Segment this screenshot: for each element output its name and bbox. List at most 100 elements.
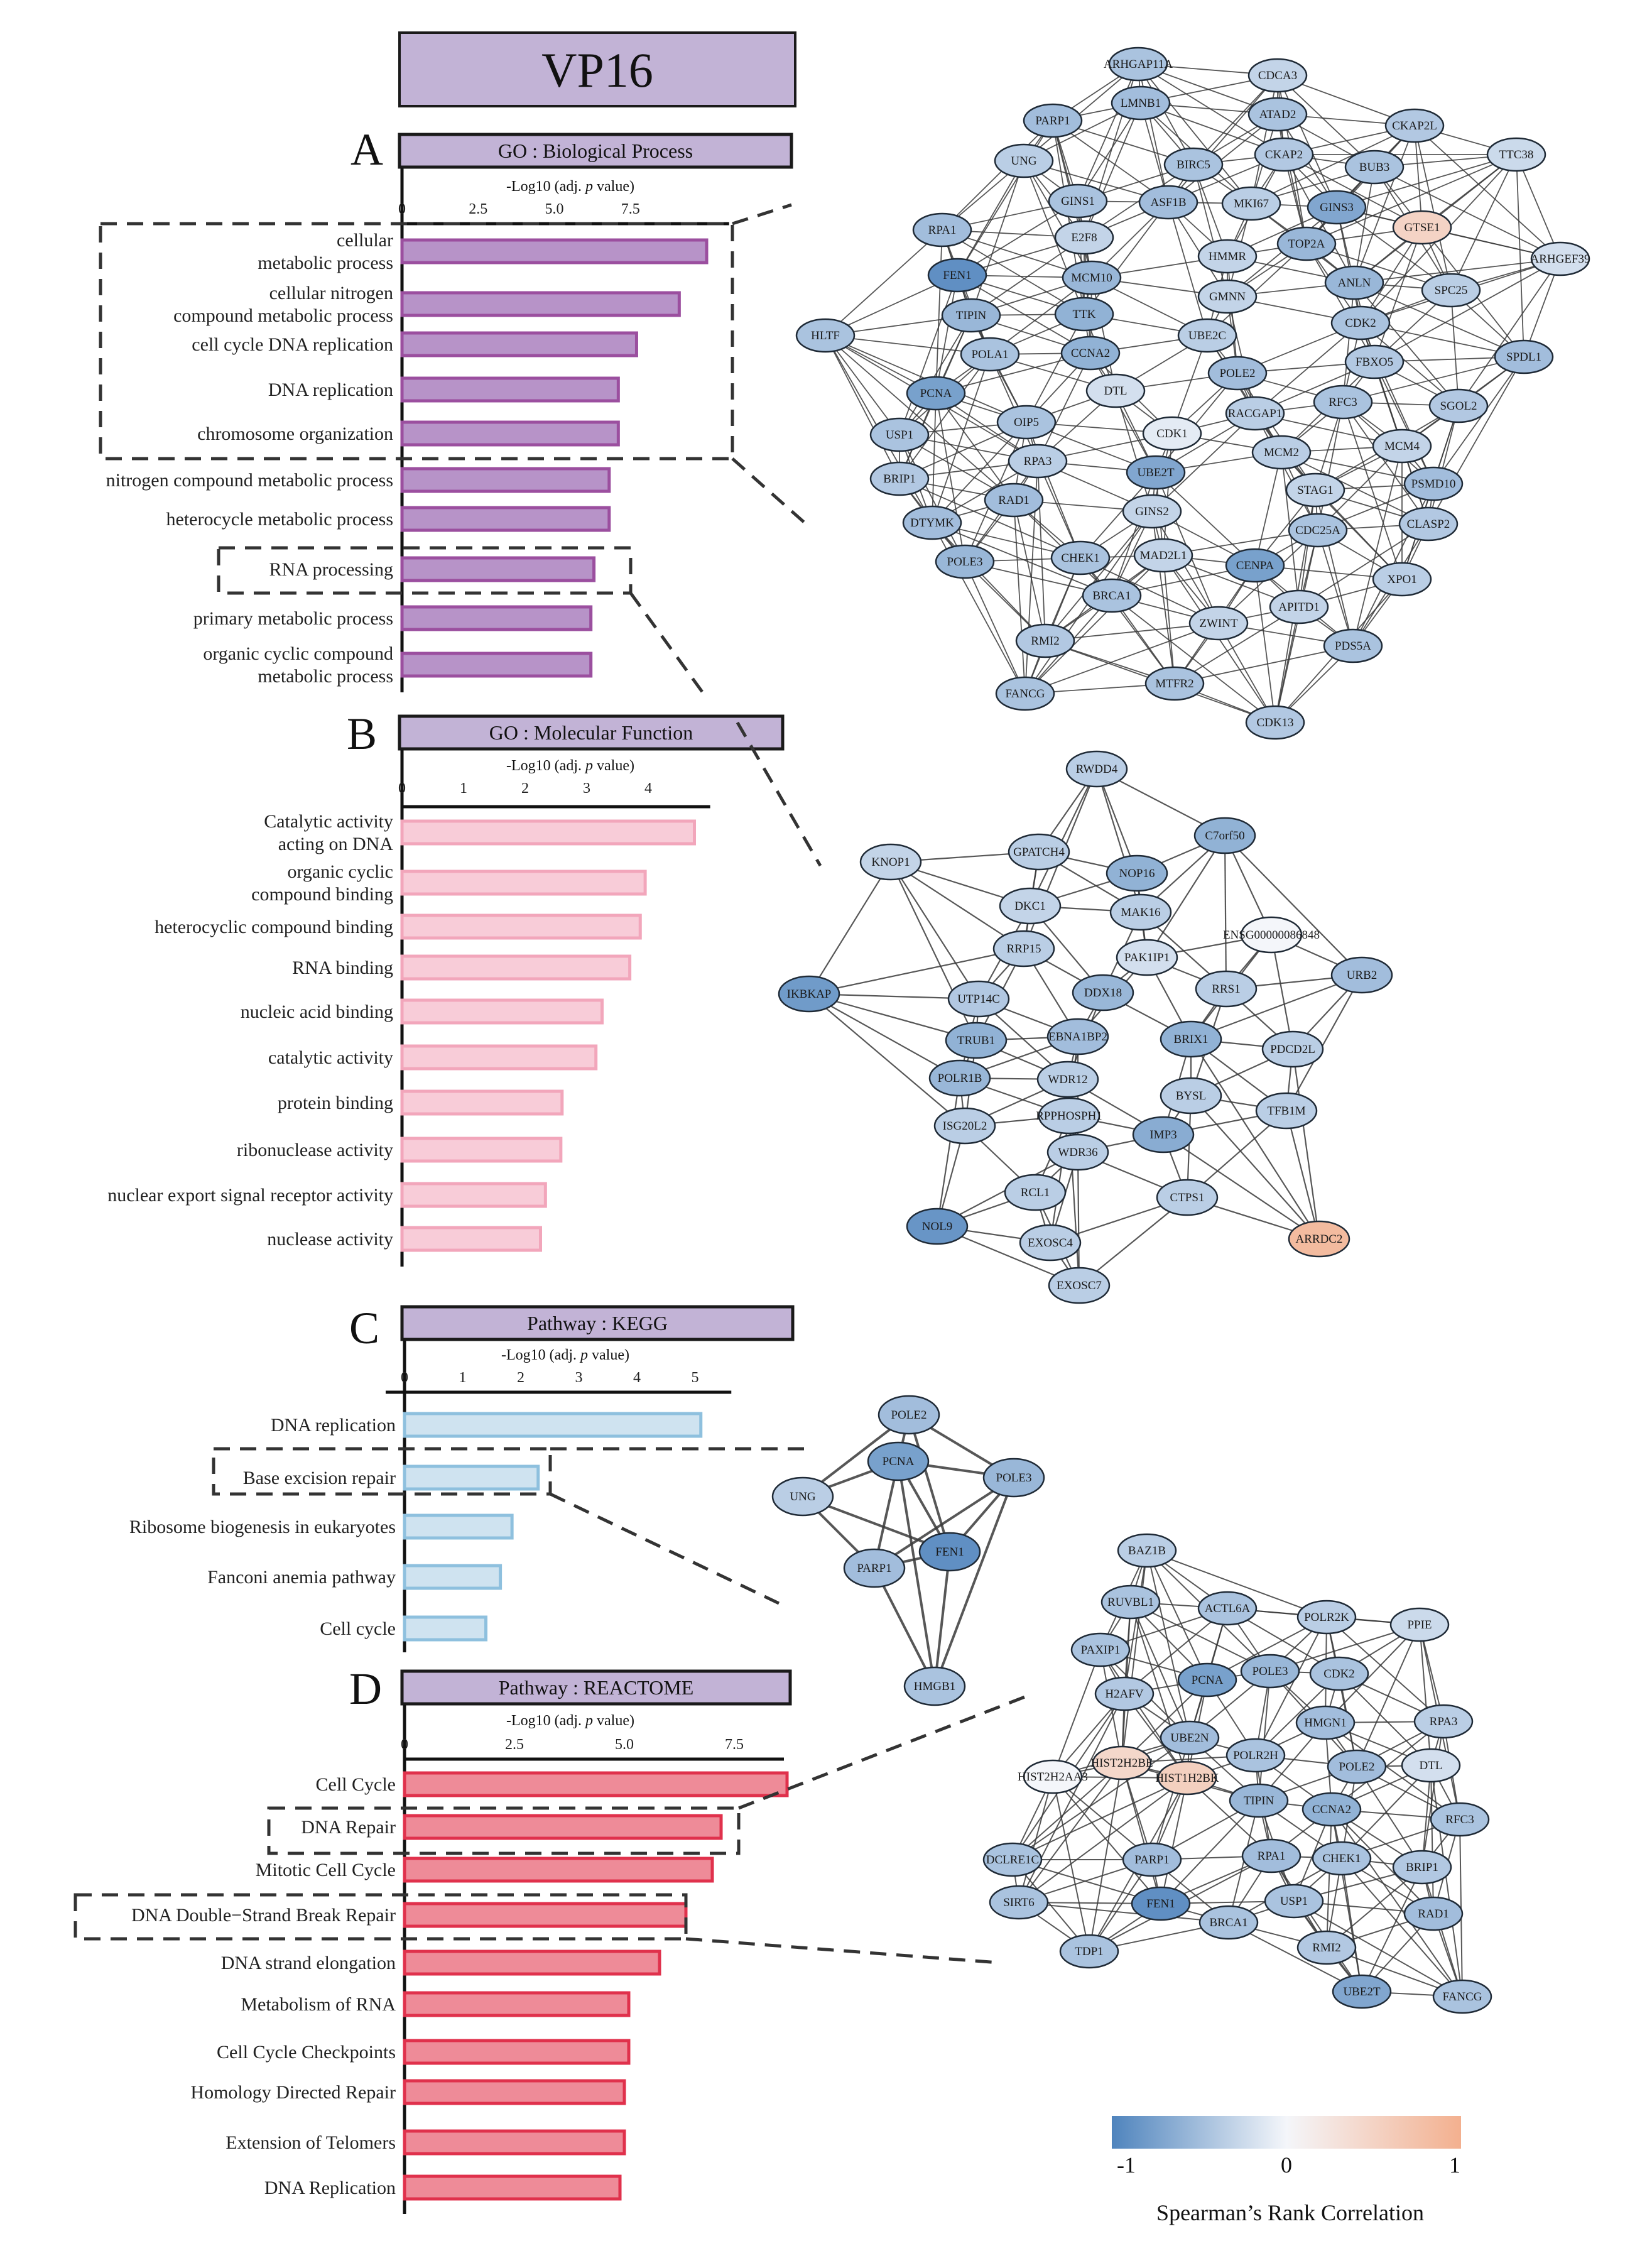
network-node: POLR2H <box>1225 1738 1286 1773</box>
network-node: PAK1IP1 <box>1116 939 1178 976</box>
network-node: PARP1 <box>1122 1842 1182 1877</box>
network-node-label: USP1 <box>1280 1895 1308 1908</box>
network-node-label: RRS1 <box>1212 983 1240 996</box>
network-node: RMI2 <box>1015 623 1075 658</box>
network-node-label: OIP5 <box>1014 416 1039 429</box>
network-edge <box>1254 322 1361 414</box>
network-edge <box>1155 373 1238 473</box>
network-node: MCM2 <box>1251 435 1312 470</box>
network-edge <box>808 993 965 1126</box>
network-edge <box>1298 489 1316 608</box>
network-node-label: FEN1 <box>935 1546 964 1559</box>
network-node: MCM4 <box>1372 428 1432 464</box>
panel-letter-c: C <box>349 1303 379 1353</box>
network-node-ellipse <box>1254 137 1314 172</box>
network-node-ellipse <box>1193 817 1256 854</box>
network-node-ellipse <box>1133 538 1193 573</box>
callout-box-dsb-repair <box>73 1893 688 1941</box>
network-node: GPATCH4 <box>1008 833 1070 871</box>
network-node-label: GPATCH4 <box>1013 846 1065 859</box>
network-node: GMNN <box>1197 279 1258 314</box>
network-edge <box>957 275 1091 354</box>
network-node-label: CKAP2 <box>1265 148 1303 161</box>
network-node-label: POLE2 <box>1339 1760 1375 1774</box>
network-node-ellipse <box>1023 103 1083 138</box>
category-label: Base excision repair <box>243 1468 396 1488</box>
network-edge <box>1190 1095 1320 1240</box>
network-node-ellipse <box>1197 279 1258 314</box>
network-node: MTFR2 <box>1144 666 1205 701</box>
network-node-ellipse <box>1413 1704 1474 1739</box>
network-node-ellipse <box>1046 1018 1109 1055</box>
network-node-ellipse <box>1054 297 1114 332</box>
network-node: RPA3 <box>1008 444 1068 479</box>
connector <box>629 592 705 695</box>
network-edge <box>935 229 943 394</box>
network-edge <box>1024 623 1219 694</box>
network-node-label: FANCG <box>1443 1990 1482 2004</box>
network-node-label: PCNA <box>1192 1674 1224 1687</box>
network-edge <box>1237 373 1316 491</box>
network-node-ellipse <box>906 376 966 411</box>
network-node: HIST2H2AA3 <box>1018 1759 1088 1794</box>
network-node: MAK16 <box>1109 893 1172 931</box>
network-node-label: PPIE <box>1407 1618 1432 1632</box>
legend-mid-label: 0 <box>1281 2152 1292 2178</box>
network-node: HIST1H2BK <box>1155 1760 1219 1796</box>
network-node-ellipse <box>1225 396 1285 431</box>
network-node-label: TFB1M <box>1267 1104 1305 1118</box>
network-edge <box>1271 1855 1362 1992</box>
network-edge <box>1138 63 1169 203</box>
legend-title: Spearman’s Rank Correlation <box>1156 2200 1424 2225</box>
network-edge <box>1419 1624 1432 1766</box>
network-node: RPA1 <box>912 212 972 248</box>
network-edge <box>932 354 991 523</box>
network-node: CENPA <box>1225 548 1285 583</box>
network-edge <box>935 393 1014 501</box>
network-node: PARP1 <box>843 1548 906 1588</box>
network-node: FANCG <box>995 676 1055 711</box>
legend-colorbar <box>1112 2116 1461 2149</box>
network-node-label: BRIP1 <box>1406 1861 1438 1874</box>
network-node: KNOP1 <box>859 843 922 881</box>
network-node-label: URB2 <box>1347 969 1378 982</box>
network-node-ellipse <box>1372 428 1432 464</box>
network-node-ellipse <box>960 337 1020 372</box>
callout-box-base-excision <box>212 1447 552 1496</box>
network-node: EXOSC4 <box>1019 1224 1082 1262</box>
network-node-ellipse <box>795 318 856 353</box>
network-node: UBE2C <box>1177 318 1237 353</box>
network-node-label: SGOL2 <box>1440 400 1477 413</box>
network-node-label: CLASP2 <box>1407 518 1450 531</box>
network-node-label: HIST2H2AA3 <box>1018 1770 1088 1784</box>
network-edge <box>1160 1777 1188 1904</box>
network-node-label: E2F8 <box>1071 231 1097 244</box>
network-edge <box>933 1551 951 1687</box>
network-edge <box>1450 290 1459 406</box>
network-edge <box>1227 296 1256 414</box>
network-edge <box>1190 1039 1320 1240</box>
network-edge <box>1286 974 1362 1111</box>
network-node: UNG <box>994 143 1054 178</box>
network-node: CCNA2 <box>1060 335 1121 371</box>
network-node-label: EXOSC7 <box>1057 1279 1102 1292</box>
bar <box>400 1226 542 1252</box>
network-node-label: PCNA <box>883 1455 915 1468</box>
panel-letter-a: A <box>351 124 383 175</box>
network-node: PSMD10 <box>1403 466 1464 501</box>
network-node-ellipse <box>1004 1174 1067 1211</box>
network-node-label: RACGAP1 <box>1228 407 1283 420</box>
network-node-ellipse <box>935 544 995 579</box>
network-node: TOP2A <box>1276 226 1337 261</box>
panel-letter-d: D <box>349 1664 382 1714</box>
network-edge <box>1018 1902 1229 1923</box>
category-label: chromosome organization <box>197 423 393 444</box>
bar <box>400 652 593 678</box>
network-node-ellipse <box>1188 606 1249 641</box>
network-node-ellipse <box>1255 1092 1318 1130</box>
network-edge <box>1077 102 1141 202</box>
category-label: cellular metabolic process <box>258 230 393 273</box>
network-node: POLR1B <box>928 1059 991 1097</box>
network-node: PCNA <box>906 376 966 411</box>
network-node: FEN1 <box>1131 1886 1191 1921</box>
